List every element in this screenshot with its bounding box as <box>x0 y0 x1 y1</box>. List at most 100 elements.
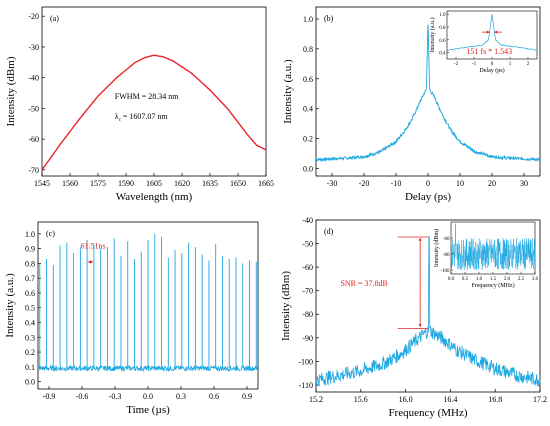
x-tick-label: 1620 <box>174 179 190 188</box>
inset-x-axis-label: Delay (ps) <box>479 67 504 74</box>
panel-d: 15.2 15.6 16.0 16.4 16.8 17.2 -110 -100 -90 -80 -7… <box>280 216 547 419</box>
inset-y-axis-label: Intensity (a.u.) <box>429 17 436 52</box>
x-axis-label: Time (µs) <box>126 404 170 416</box>
y-tick-label: -60 <box>302 263 313 272</box>
y-tick-label: 0.3 <box>25 333 35 342</box>
panel-label: (d) <box>324 227 334 236</box>
x-tick-label: 0.0 <box>143 392 153 401</box>
inset-x-tick-label: 1.5 <box>490 277 497 282</box>
y-tick-label: 0.2 <box>25 348 35 357</box>
y-tick-label: 0.6 <box>25 289 35 298</box>
inset-trace <box>450 223 536 271</box>
inset-frame <box>446 10 538 60</box>
inset-x-tick-label: 1.0 <box>476 277 483 282</box>
inset-x-tick-label: -1 <box>472 62 477 67</box>
fwhm-annotation: FWHM = 28.34 nm <box>115 92 179 101</box>
panel-label: (a) <box>50 14 59 23</box>
inset-x-tick-label: 2.5 <box>518 277 525 282</box>
x-tick-label: 1590 <box>118 179 134 188</box>
inset-y-tick-label: -80 <box>443 253 450 258</box>
x-tick-label: 1635 <box>202 179 218 188</box>
y-tick-label: 0.0 <box>303 165 313 174</box>
inset-b: -2 -1 0 1 2 0.4 0.6 0.8 1.0 Delay (ps) Intensity (… <box>429 10 538 74</box>
x-tick-label: 16.4 <box>443 395 457 404</box>
baseline-noise <box>37 364 259 373</box>
inset-y-tick-label: 0.4 <box>439 52 446 57</box>
x-tick-label: 1560 <box>62 179 78 188</box>
inset-x-tick-label: 0.5 <box>462 277 469 282</box>
spectrum-curve <box>41 54 267 171</box>
x-tick-label: -0.9 <box>43 392 56 401</box>
x-tick-label: 17.2 <box>533 395 547 404</box>
y-tick-label: -50 <box>302 240 313 249</box>
x-tick-label: 0.3 <box>176 392 186 401</box>
y-tick-label: 0.8 <box>303 45 313 54</box>
x-tick-label: 0.6 <box>209 392 219 401</box>
y-axis-label: Intensity (dBm) <box>280 271 292 341</box>
lambda-symbol: λ <box>115 112 119 121</box>
x-axis-label: Frequency (MHz) <box>388 407 467 419</box>
x-tick-label: 16.8 <box>488 395 502 404</box>
y-tick-label: -70 <box>302 287 313 296</box>
y-tick-label: 1.0 <box>303 15 313 24</box>
inset-y-axis-label: Intensity (dBm) <box>433 229 440 267</box>
x-tick-label: 1605 <box>146 179 162 188</box>
fwhm-arrowhead-right <box>494 30 498 34</box>
center-wavelength-annotation: λc = 1607.07 nm <box>115 112 169 123</box>
x-tick-label: 15.2 <box>309 395 323 404</box>
inset-x-tick-label: 2 <box>527 62 530 67</box>
y-tick-label: -100 <box>298 357 313 366</box>
x-axis-label: Wavelength (nm) <box>116 191 193 203</box>
x-tick-label: 16.0 <box>399 395 413 404</box>
inset-x-tick-label: 1 <box>509 62 512 67</box>
panel-c: -0.9 -0.6 -0.3 0.0 0.3 0.6 0.9 0.0 0.1 0.2 0.3 0.4 0… <box>4 221 259 416</box>
y-tick-label: 0.2 <box>303 135 313 144</box>
x-tick-label: 10 <box>456 179 464 188</box>
snr-arrowhead-up <box>418 237 422 241</box>
y-tick-label: -30 <box>28 43 39 52</box>
y-tick-label: 0.9 <box>25 245 35 254</box>
y-tick-label: -50 <box>28 104 39 113</box>
x-tick-label: -10 <box>391 179 402 188</box>
x-tick-label: -30 <box>327 179 338 188</box>
plot-frame <box>315 219 541 393</box>
x-tick-label: 30 <box>520 179 528 188</box>
panel-b: -30 -20 -10 0 10 20 30 0.0 0.2 0.4 0.6 0.8 1.0 Delay … <box>282 6 541 203</box>
x-tick-label: 1575 <box>90 179 106 188</box>
x-axis-label: Delay (ps) <box>405 191 451 203</box>
y-tick-label: 0.4 <box>25 318 35 327</box>
inset-y-tick-label: 0.8 <box>439 26 446 31</box>
inset-x-tick-label: 3.0 <box>532 277 539 282</box>
panel-label: (b) <box>324 14 334 23</box>
y-tick-label: -80 <box>302 310 313 319</box>
y-tick-label: 1.0 <box>25 230 35 239</box>
y-tick-label: -40 <box>302 216 313 225</box>
inset-y-tick-label: 1.0 <box>439 13 446 18</box>
x-tick-label: 1665 <box>258 179 274 188</box>
y-tick-label: -20 <box>28 12 39 21</box>
inset-x-tick-label: 2.0 <box>504 277 511 282</box>
y-tick-label: 0.8 <box>25 259 35 268</box>
y-tick-label: -40 <box>28 74 39 83</box>
x-tick-label: -0.3 <box>109 392 122 401</box>
x-tick-label: -20 <box>359 179 370 188</box>
snr-annotation: SNR = 37.8dB <box>340 279 387 288</box>
x-tick-label: 1545 <box>34 179 50 188</box>
x-tick-label: 20 <box>488 179 496 188</box>
panel-label: (c) <box>46 229 55 238</box>
inset-x-tick-label: 0.0 <box>448 277 455 282</box>
snr-arrowhead-down <box>418 324 422 328</box>
y-tick-label: 0.4 <box>303 105 313 114</box>
period-annotation: 61.51ns <box>81 242 106 251</box>
center-wavelength-value: = 1607.07 nm <box>121 112 169 121</box>
x-tick-label: 15.6 <box>354 395 368 404</box>
y-tick-label: 0.6 <box>303 75 313 84</box>
inset-y-tick-label: -60 <box>443 237 450 242</box>
inset-y-tick-label: 0.6 <box>439 39 446 44</box>
pulse-width-annotation: 151 fs * 1.543 <box>466 47 512 56</box>
period-arrowhead <box>88 260 91 264</box>
panel-a: 1545 1560 1575 1590 1605 1620 1635 1650 1665 -70 -… <box>5 6 274 203</box>
y-axis-label: Intensity (a.u.) <box>4 273 16 338</box>
inset-x-tick-label: 0 <box>491 62 494 67</box>
